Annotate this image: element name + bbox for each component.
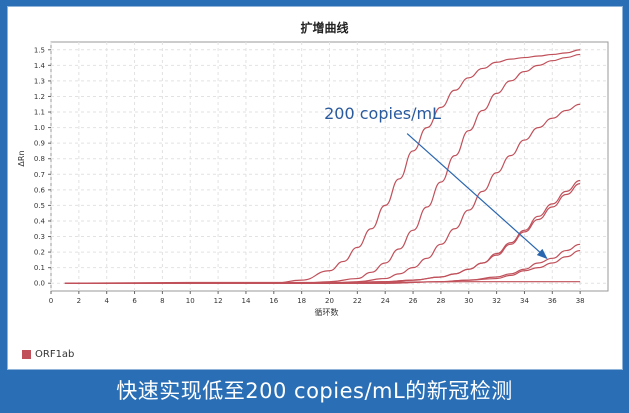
y-tick-label: 0.4	[34, 217, 46, 225]
y-tick-label: 1.1	[34, 109, 45, 117]
y-tick-label: 1.4	[34, 62, 46, 70]
x-tick-label: 4	[104, 297, 109, 305]
series-line-8	[64, 281, 581, 284]
x-tick-label: 34	[520, 297, 529, 305]
y-axis-label: ΔRn	[17, 150, 26, 166]
y-tick-label: 1.2	[34, 93, 45, 101]
x-tick-label: 10	[186, 297, 195, 305]
annotation-arrow	[406, 133, 548, 260]
legend-label: ORF1ab	[35, 348, 75, 360]
x-tick-label: 14	[241, 297, 250, 305]
y-tick-label: 0.8	[34, 155, 45, 163]
legend-swatch	[22, 349, 31, 359]
annotation-label: 200 copies/mL	[324, 104, 441, 123]
x-axis-label: 循环数	[315, 307, 339, 317]
y-tick-label: 0.6	[34, 186, 46, 194]
x-tick-label: 0	[49, 297, 53, 305]
x-tick-label: 36	[548, 297, 557, 305]
y-tick-label: 1.0	[34, 124, 45, 132]
legend: ORF1ab	[22, 347, 74, 361]
series-line-2	[64, 53, 581, 284]
x-tick-label: 20	[325, 297, 334, 305]
caption-banner: 快速实现低至200 copies/mL的新冠检测	[116, 379, 513, 403]
x-tick-label: 16	[269, 297, 278, 305]
y-tick-label: 0.7	[34, 171, 45, 179]
y-tick-label: 0.2	[34, 249, 45, 257]
y-tick-label: 0.5	[34, 202, 45, 210]
x-tick-label: 32	[492, 297, 501, 305]
plot-area	[50, 41, 609, 292]
y-tick-label: 0.1	[34, 264, 45, 272]
x-tick-label: 24	[381, 297, 390, 305]
series-line-3	[64, 103, 581, 284]
x-tick-label: 38	[576, 297, 585, 305]
x-tick-label: 8	[160, 297, 164, 305]
x-tick-label: 2	[77, 297, 81, 305]
x-tick-label: 18	[297, 297, 306, 305]
y-tick-label: 1.3	[34, 77, 45, 85]
chart-title: 扩增曲线	[300, 20, 348, 35]
x-tick-label: 26	[409, 297, 418, 305]
x-tick-label: 12	[214, 297, 223, 305]
y-tick-label: 1.5	[34, 46, 45, 54]
series-line-7	[64, 249, 581, 284]
y-tick-label: 0.9	[34, 140, 45, 148]
x-tick-label: 6	[132, 297, 137, 305]
x-tick-label: 22	[353, 297, 362, 305]
series-line-1	[64, 49, 581, 284]
y-tick-label: 0.3	[34, 233, 45, 241]
x-tick-label: 28	[436, 297, 445, 305]
y-tick-label: 0.0	[34, 280, 45, 288]
x-tick-label: 30	[464, 297, 473, 305]
